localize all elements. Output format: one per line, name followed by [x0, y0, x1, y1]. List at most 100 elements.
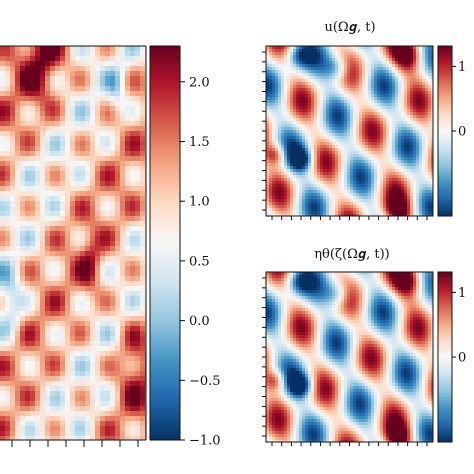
heatmap-cell	[130, 241, 136, 247]
heatmap-cell	[392, 127, 396, 131]
heatmap-cell	[30, 81, 36, 87]
heatmap-cell	[45, 316, 51, 322]
heatmap-cell	[110, 126, 116, 132]
heatmap-cell	[425, 97, 429, 101]
heatmap-cell	[377, 73, 381, 77]
heatmap-cell	[272, 115, 276, 119]
heatmap-cell	[140, 286, 146, 292]
heatmap-cell	[75, 291, 81, 297]
heatmap-cell	[5, 231, 11, 237]
heatmap-cell	[413, 130, 417, 134]
heatmap-cell	[115, 166, 121, 172]
heatmap-cell	[40, 221, 46, 227]
heatmap-cell	[5, 371, 11, 377]
heatmap-cell	[45, 161, 51, 167]
heatmap-cell	[120, 231, 126, 237]
heatmap-cell	[135, 421, 141, 427]
heatmap-cell	[110, 381, 116, 387]
heatmap-cell	[40, 371, 46, 377]
heatmap-cell	[422, 136, 426, 140]
heatmap-cell	[386, 172, 390, 176]
heatmap-cell	[290, 136, 294, 140]
heatmap-cell	[100, 111, 106, 117]
heatmap-cell	[284, 133, 288, 137]
heatmap-cell	[317, 58, 321, 62]
heatmap-cell	[383, 88, 387, 92]
heatmap-cell	[368, 118, 372, 122]
heatmap-cell	[80, 151, 86, 157]
heatmap-cell	[30, 356, 36, 362]
heatmap-cell	[110, 316, 116, 322]
heatmap-cell	[401, 124, 405, 128]
heatmap-cell	[80, 81, 86, 87]
heatmap-cell	[45, 271, 51, 277]
heatmap-cell	[70, 216, 76, 222]
heatmap-cell	[404, 154, 408, 158]
heatmap-cell	[392, 139, 396, 143]
heatmap-cell	[0, 421, 6, 427]
heatmap-cell	[105, 436, 111, 440]
heatmap-cell	[392, 169, 396, 173]
heatmap-cell	[65, 426, 71, 432]
heatmap-cell	[284, 115, 288, 119]
heatmap-cell	[125, 116, 131, 122]
heatmap-cell	[398, 151, 402, 155]
heatmap-cell	[110, 161, 116, 167]
heatmap-cell	[386, 49, 390, 53]
heatmap-cell	[15, 236, 21, 242]
heatmap-cell	[320, 79, 324, 83]
heatmap-cell	[75, 341, 81, 347]
heatmap-cell	[383, 82, 387, 86]
heatmap-cell	[80, 256, 86, 262]
heatmap-cell	[80, 61, 86, 67]
heatmap-cell	[407, 151, 411, 155]
heatmap-cell	[95, 281, 101, 287]
heatmap-cell	[60, 151, 66, 157]
heatmap-cell	[347, 52, 351, 56]
heatmap-cell	[413, 106, 417, 110]
heatmap-cell	[80, 426, 86, 432]
heatmap-cell	[395, 118, 399, 122]
heatmap-cell	[377, 61, 381, 65]
heatmap-cell	[398, 136, 402, 140]
heatmap-cell	[115, 46, 121, 52]
heatmap-cell	[85, 61, 91, 67]
heatmap-cell	[35, 286, 41, 292]
heatmap-cell	[40, 201, 46, 207]
heatmap-cell	[60, 281, 66, 287]
heatmap-cell	[135, 371, 141, 377]
heatmap-cell	[281, 61, 285, 65]
heatmap-cell	[75, 121, 81, 127]
heatmap-cell	[45, 156, 51, 162]
heatmap-cell	[341, 100, 345, 104]
heatmap-cell	[278, 148, 282, 152]
heatmap-cell	[305, 55, 309, 59]
heatmap-cell	[404, 49, 408, 53]
heatmap-cell	[80, 66, 86, 72]
heatmap-cell	[95, 296, 101, 302]
heatmap-cell	[365, 97, 369, 101]
heatmap-cell	[311, 172, 315, 176]
heatmap-cell	[5, 426, 11, 432]
heatmap-cell	[362, 139, 366, 143]
heatmap-cell	[80, 71, 86, 77]
heatmap-cell	[75, 81, 81, 87]
heatmap-cell	[70, 391, 76, 397]
heatmap-cell	[305, 82, 309, 86]
heatmap-cell	[356, 70, 360, 74]
heatmap-cell	[55, 391, 61, 397]
heatmap-cell	[25, 86, 31, 92]
heatmap-cell	[320, 115, 324, 119]
heatmap-cell	[40, 246, 46, 252]
heatmap-cell	[140, 331, 146, 337]
heatmap-cell	[269, 148, 273, 152]
heatmap-cell	[269, 55, 273, 59]
heatmap-cell	[287, 88, 291, 92]
heatmap-cell	[5, 96, 11, 102]
heatmap-cell	[15, 171, 21, 177]
heatmap-cell	[115, 431, 121, 437]
heatmap-cell	[413, 157, 417, 161]
heatmap-cell	[35, 351, 41, 357]
heatmap-cell	[55, 361, 61, 367]
heatmap-cell	[120, 331, 126, 337]
